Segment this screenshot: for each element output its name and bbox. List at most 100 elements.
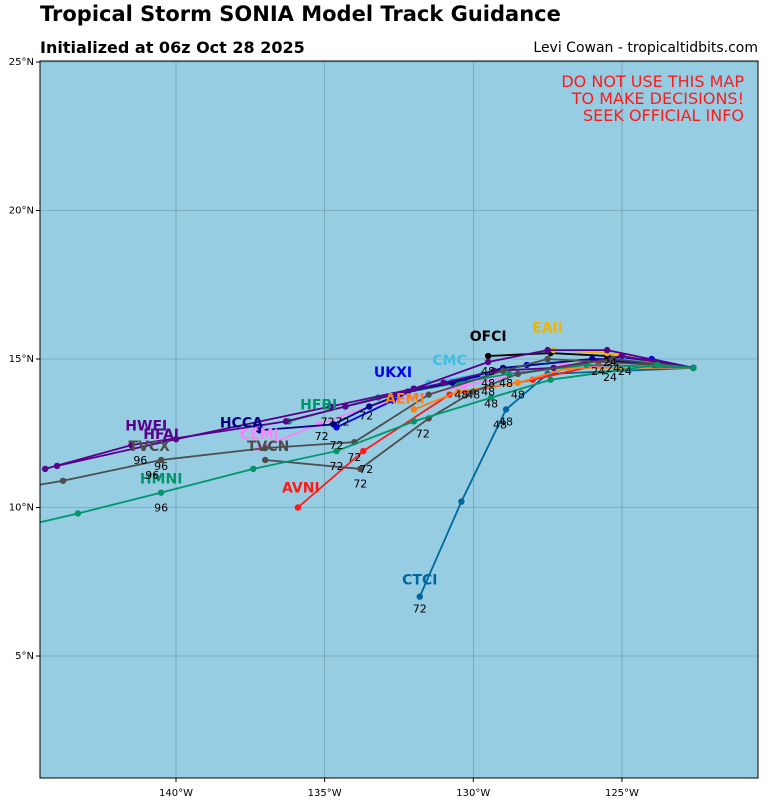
track-point — [327, 403, 334, 410]
track-point — [458, 498, 465, 505]
track-point — [250, 465, 257, 473]
track-point — [357, 465, 364, 473]
track-point — [425, 391, 432, 398]
forecast-hour-label: 24 — [618, 365, 632, 378]
forecast-hour-label: 96 — [145, 469, 159, 482]
lon-tick-label: 140°W — [159, 788, 193, 799]
lon-tick-label: 130°W — [456, 788, 490, 799]
track-point — [410, 406, 418, 413]
forecast-hour-label: 48 — [454, 389, 468, 402]
forecast-hour-label: 24 — [606, 362, 620, 375]
track-point — [342, 403, 349, 410]
track-tvcx — [24, 355, 697, 490]
lat-tick-label: 10°N — [9, 503, 34, 514]
forecast-hour-label: 72 — [315, 430, 329, 443]
track-point — [609, 355, 617, 363]
model-label: UKXI — [374, 365, 412, 381]
lon-tick-label: 125°W — [605, 788, 639, 799]
forecast-hour-label: 72 — [335, 415, 349, 428]
track-point — [24, 484, 30, 490]
track-point — [59, 477, 67, 484]
model-label: CEMI — [240, 427, 279, 443]
track-point — [484, 358, 492, 366]
track-point — [416, 593, 423, 600]
forecast-hour-label: 48 — [481, 377, 495, 390]
model-label: HWFI — [125, 418, 167, 434]
track-hmni — [24, 361, 697, 528]
map-subtitle: Initialized at 06z Oct 28 2025 — [40, 38, 305, 57]
map-credit: Levi Cowan - tropicaltidbits.com — [533, 40, 758, 56]
forecast-hour-label: 96 — [154, 460, 168, 473]
track-point — [157, 456, 165, 464]
warning-line: DO NOT USE THIS MAP — [561, 72, 744, 91]
model-label: HFAI — [143, 427, 179, 443]
track-point — [157, 489, 165, 496]
warning-line: TO MAKE DECISIONS! — [571, 89, 744, 108]
model-label: HCCA — [220, 415, 263, 431]
track-point — [502, 406, 510, 413]
track-point — [389, 397, 397, 404]
track-point — [544, 346, 551, 354]
track-point — [333, 447, 340, 455]
forecast-hour-label: 48 — [511, 389, 525, 402]
model-label: EAII — [532, 320, 563, 336]
track-point — [690, 364, 697, 372]
warning-line: SEEK OFFICIAL INFO — [583, 106, 744, 125]
track-point — [74, 510, 82, 517]
model-label: CMC — [432, 353, 466, 369]
model-label: CTCI — [402, 573, 437, 589]
forecast-hour-label: 72 — [321, 415, 335, 428]
lat-tick-label: 15°N — [9, 354, 34, 365]
track-point — [294, 504, 302, 511]
map-frame — [39, 60, 759, 779]
track-point — [256, 427, 263, 434]
track-point — [128, 441, 135, 449]
track-point — [514, 379, 522, 386]
model-label: AVNI — [282, 481, 320, 497]
map-axis-ticks: 140°W 135°W 130°W 125°W 25°N 20°N 15°N 10°N 5°N — [9, 57, 639, 799]
track-point — [487, 394, 495, 401]
track-point — [603, 346, 611, 354]
track-point — [261, 456, 269, 464]
track-line — [40, 358, 694, 486]
track-point — [41, 465, 49, 473]
track-point — [360, 447, 367, 455]
forecast-hour-label: 48 — [484, 398, 498, 411]
model-labels: OFCI EAII CTCI AVNI AEMI CEMI UKXI CMC HFBI HCCA H… — [125, 320, 563, 588]
forecast-hour-label: 24 — [591, 365, 605, 378]
track-line — [40, 364, 694, 524]
model-tracks — [24, 346, 697, 600]
forecast-hour-label: 48 — [481, 386, 495, 399]
model-label: TVCX — [129, 439, 171, 455]
lat-tick-label: 20°N — [9, 206, 34, 217]
ocean-background — [40, 61, 758, 778]
track-point — [330, 421, 337, 428]
forecast-hour-label: 96 — [133, 454, 147, 467]
track-point — [470, 388, 477, 395]
model-label: TVCN — [247, 439, 289, 455]
track-point — [24, 522, 30, 528]
forecast-hour-label: 48 — [466, 389, 480, 402]
forecast-hour-label: 48 — [481, 365, 495, 378]
model-label: AEMI — [385, 392, 425, 408]
track-point — [410, 418, 418, 425]
model-label: HMNI — [140, 472, 183, 488]
forecast-hour-label: 72 — [347, 451, 361, 464]
forecast-hour-label: 72 — [359, 463, 373, 476]
track-point — [440, 379, 447, 386]
forecast-hour-label: 72 — [353, 478, 367, 491]
forecast-hour-label: 24 — [603, 371, 617, 384]
forecast-hour-label: 72 — [359, 409, 373, 422]
lat-tick-label: 5°N — [15, 651, 34, 662]
lat-tick-label: 25°N — [9, 57, 34, 68]
track-aemi — [410, 364, 697, 413]
forecast-hour-label: 72 — [330, 439, 344, 452]
track-point — [544, 355, 551, 363]
lon-tick-label: 135°W — [308, 788, 342, 799]
track-point — [547, 376, 554, 383]
track-point — [484, 352, 492, 360]
track-point — [618, 352, 626, 360]
